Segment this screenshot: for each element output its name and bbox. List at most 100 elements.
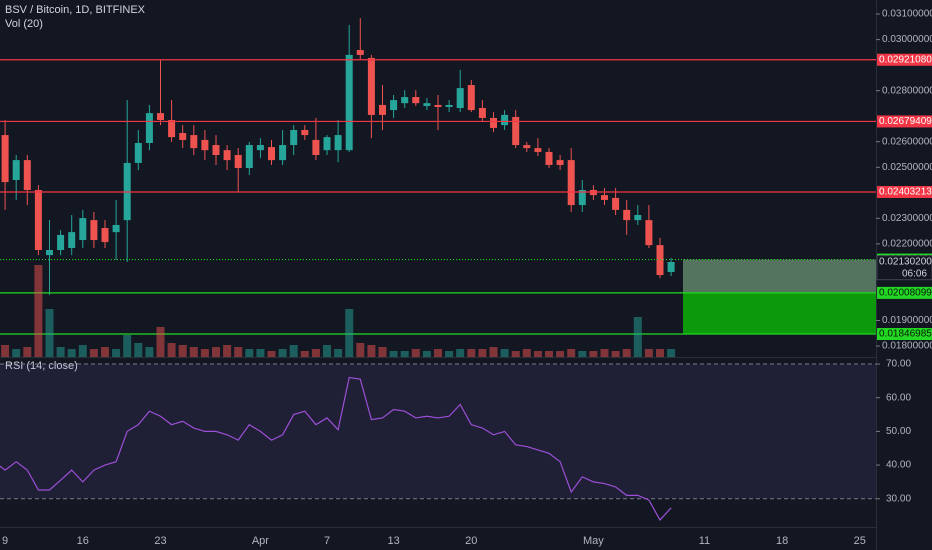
volume-bar [1, 345, 10, 357]
candle-body [379, 104, 386, 115]
level-label-box [877, 185, 932, 198]
volume-bar [589, 351, 598, 357]
candle-body [345, 54, 353, 151]
volume-bar [600, 349, 609, 357]
volume-bar [56, 347, 65, 357]
candle-body [245, 145, 253, 169]
candle-body [423, 103, 431, 106]
level-label-box [877, 286, 932, 299]
volume-bar [667, 349, 676, 357]
x-tick-label: 16 [77, 535, 89, 547]
candle-body [634, 215, 642, 221]
volume-bar [445, 351, 454, 357]
volume-bar [522, 349, 531, 357]
y-tick-label: 30.00 [886, 493, 911, 504]
volume-bar [478, 349, 487, 357]
volume-bar [334, 349, 343, 357]
volume-bar [367, 345, 376, 357]
volume-bar [178, 345, 187, 357]
candle-body [578, 189, 586, 206]
rsi-title: RSI (14, close) [5, 360, 78, 372]
volume-bar [656, 349, 664, 357]
candle-body [367, 57, 375, 115]
candle-body [179, 133, 187, 140]
volume-bar [500, 349, 509, 357]
volume-bar [45, 309, 54, 357]
candle-body [478, 108, 486, 118]
volume-bar [378, 347, 387, 357]
volume-bar [12, 349, 21, 357]
candle-body [312, 139, 320, 156]
candle-body [445, 104, 453, 107]
volume-bar [400, 351, 409, 357]
candle-body [612, 197, 620, 210]
volume-bar [156, 327, 165, 357]
x-tick-label: May [583, 535, 604, 547]
candle-body [57, 234, 65, 251]
level-label: 0.02679409 [879, 116, 932, 127]
candle-body [34, 189, 42, 251]
volume-bar [67, 349, 76, 357]
level-label-box [877, 53, 932, 66]
candle-body [157, 113, 164, 121]
candle-body [456, 88, 464, 109]
candle-body [412, 97, 420, 104]
candle-body [623, 209, 631, 221]
level-label: 0.01846985 [879, 329, 932, 340]
candle-body [268, 147, 275, 161]
candle-body [90, 220, 98, 241]
y-tick-label: 0.01800000 [882, 341, 932, 352]
rsi-band [0, 364, 876, 499]
x-tick-label: 18 [776, 535, 788, 547]
volume-bar [267, 351, 276, 357]
volume-bar [578, 351, 587, 357]
candle-body [323, 137, 331, 151]
y-tick-label: 60.00 [886, 392, 911, 403]
chart-title: BSV / Bitcoin, 1D, BITFINEX [5, 4, 146, 16]
volume-bar [23, 347, 32, 357]
candle-body [512, 116, 520, 146]
y-tick-label: 0.02600000 [882, 136, 932, 147]
y-tick-label: 70.00 [886, 359, 911, 370]
volume-bar [134, 343, 143, 357]
candle-body [79, 218, 87, 241]
volume-bar [644, 349, 653, 357]
candle-body [356, 50, 364, 55]
candle-body [401, 97, 409, 104]
candle-body [334, 135, 342, 151]
volume-bar [456, 349, 465, 357]
volume-bar [311, 349, 320, 357]
candle-body [1, 135, 9, 183]
volume-bar [34, 265, 43, 357]
volume-bar [633, 317, 642, 357]
level-label: 0.02403213 [879, 187, 932, 198]
x-tick-label: 23 [154, 535, 166, 547]
volume-bar [200, 349, 209, 357]
candle-body [301, 129, 309, 136]
volume-bar [556, 351, 565, 357]
volume-bar [489, 347, 498, 357]
y-tick-label: 0.02200000 [882, 239, 932, 250]
x-tick-label: 13 [387, 535, 399, 547]
y-tick-label: 0.01900000 [882, 315, 932, 326]
candle-body [556, 160, 564, 165]
candle-body [23, 160, 31, 190]
volume-bar [533, 351, 542, 357]
candle-body [112, 224, 120, 233]
candle-body [168, 120, 176, 138]
volume-bar [434, 349, 442, 357]
candle-body [212, 145, 220, 156]
candle-body [434, 104, 442, 107]
last-price-label: 0.02130200 [879, 256, 932, 267]
candle-body [290, 129, 298, 146]
volume-bar [212, 347, 220, 357]
volume-bar [234, 347, 243, 357]
x-tick-label: 25 [854, 535, 866, 547]
candle-body [101, 228, 109, 243]
x-tick-label: 11 [699, 535, 710, 547]
volume-bar [112, 349, 121, 357]
volume-bar [101, 347, 109, 357]
volume-bar [256, 349, 265, 357]
candle-body [390, 100, 398, 111]
